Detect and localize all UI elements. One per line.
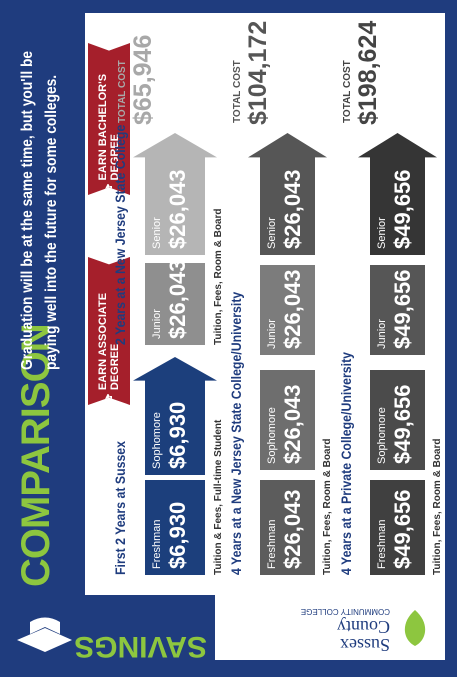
main: COMPARISON Graduation will be at the sam… xyxy=(14,13,445,595)
row-note: Tuition, Fees, Room & Board xyxy=(322,438,333,575)
year-amount: $26,043 xyxy=(165,169,190,249)
total-value: $198,624 xyxy=(354,20,382,125)
logo-name: Sussex County xyxy=(336,617,390,655)
year-label: Freshman xyxy=(376,519,388,569)
year-amount: $26,043 xyxy=(280,269,305,349)
year-label: Sophomore xyxy=(151,412,163,469)
logo-tagline: COMMUNITY COLLEGE xyxy=(300,607,390,616)
year-label: Senior xyxy=(376,217,388,249)
year-box: Sophomore $26,043 xyxy=(260,370,315,470)
year-box: Senior $26,043 xyxy=(133,133,217,255)
total-value: $65,946 xyxy=(129,34,157,125)
row-title: 4 Years at a New Jersey State College/Un… xyxy=(228,291,244,575)
logo-line: County xyxy=(336,617,390,637)
row-title: 4 Years at a Private College/University xyxy=(338,351,354,575)
year-box: Freshman $6,930 xyxy=(145,480,205,575)
year-label: Sophomore xyxy=(376,407,388,464)
year-box: Sophomore $49,656 xyxy=(370,370,425,470)
total-value: $104,172 xyxy=(244,20,272,125)
year-amount: $49,656 xyxy=(390,384,415,464)
year-amount: $26,043 xyxy=(280,384,305,464)
year-box: Junior $49,656 xyxy=(370,265,425,355)
year-label: Junior xyxy=(151,309,163,339)
year-amount: $26,043 xyxy=(280,169,305,249)
year-box: Sophomore $6,930 xyxy=(133,357,217,475)
year-amount: $26,043 xyxy=(165,259,190,339)
year-label: Junior xyxy=(376,319,388,349)
total-label: TOTAL COST xyxy=(117,60,128,123)
year-label: Senior xyxy=(266,217,278,249)
year-box: Freshman $26,043 xyxy=(260,480,315,575)
grad-cap xyxy=(17,617,72,652)
year-box: Junior $26,043 xyxy=(260,265,315,355)
logo-line: Sussex xyxy=(339,635,390,655)
logo-leaf xyxy=(404,610,426,646)
year-label: Senior xyxy=(151,217,163,249)
row-title: 2 Years at a New Jersey State College xyxy=(112,124,128,345)
year-label: Sophomore xyxy=(266,407,278,464)
row-note: Tuition, Fees, Room & Board xyxy=(432,438,443,575)
year-amount: $49,656 xyxy=(390,269,415,349)
year-label: Junior xyxy=(266,319,278,349)
year-amount: $49,656 xyxy=(390,169,415,249)
row-title: First 2 Years at Sussex xyxy=(112,440,128,575)
footer: Sussex County COMMUNITY COLLEGE SAVINGS xyxy=(0,595,457,677)
row-note: Tuition & Fees, Full-time Student xyxy=(213,419,224,575)
year-amount: $49,656 xyxy=(390,489,415,569)
year-label: Freshman xyxy=(151,519,163,569)
headline: Graduation will be at the same time, but… xyxy=(19,50,60,370)
year-box: Junior $26,043 xyxy=(145,259,205,345)
row-note: Tuition, Fees, Room & Board xyxy=(213,208,224,345)
logo: Sussex County COMMUNITY COLLEGE xyxy=(215,595,445,660)
year-amount: $26,043 xyxy=(280,489,305,569)
total-label: TOTAL COST xyxy=(232,60,243,123)
year-box: Freshman $49,656 xyxy=(370,480,425,575)
title: SAVINGS xyxy=(74,630,207,663)
year-amount: $6,930 xyxy=(165,501,190,569)
year-amount: $6,930 xyxy=(165,401,190,469)
total-label: TOTAL COST xyxy=(342,60,353,123)
year-label: Freshman xyxy=(266,519,278,569)
